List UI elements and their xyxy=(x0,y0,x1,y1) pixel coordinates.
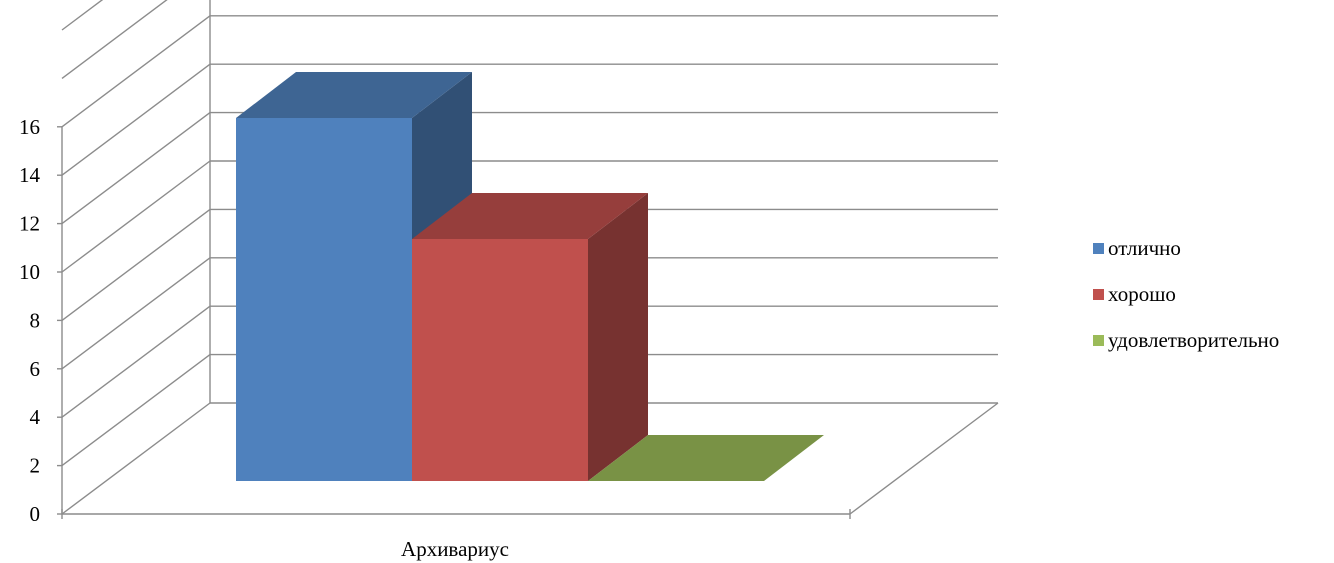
side-gridline xyxy=(61,354,211,467)
floor-right-edge xyxy=(849,402,999,515)
legend-item-udovletvoritelno: удовлетворительно xyxy=(1093,317,1279,363)
y-tick-label: 6 xyxy=(30,357,41,381)
legend-item-khorosho: хорошо xyxy=(1093,271,1279,317)
x-category-label: Архивариус xyxy=(401,537,509,561)
side-gridline xyxy=(61,15,211,128)
side-gridline xyxy=(61,0,104,31)
legend-item-otlichno: отлично xyxy=(1093,225,1279,271)
y-tick-label: 4 xyxy=(30,405,41,429)
chart-walls xyxy=(61,0,211,514)
bar-front-face xyxy=(412,239,588,481)
legend-swatch xyxy=(1093,288,1104,300)
legend-label: хорошо xyxy=(1108,281,1176,306)
y-tick-label: 0 xyxy=(30,502,41,526)
side-gridline xyxy=(61,63,211,176)
bar-front-face xyxy=(236,118,412,481)
side-gridline xyxy=(61,257,211,370)
bar-top-face xyxy=(412,193,648,239)
side-gridline xyxy=(61,0,168,79)
side-gridline xyxy=(61,112,211,225)
bar-top-face xyxy=(236,72,472,118)
legend-label: удовлетворительно xyxy=(1108,327,1280,352)
bar-3 xyxy=(588,435,824,481)
side-gridline xyxy=(61,402,211,515)
legend: отлично хорошо удовлетворительно xyxy=(1093,225,1279,363)
side-gridline xyxy=(61,208,211,321)
y-tick-label: 14 xyxy=(19,163,41,187)
axes xyxy=(57,126,999,519)
y-tick-labels: 0 2 4 6 8 10 12 14 16 xyxy=(19,115,41,526)
y-tick-label: 2 xyxy=(30,454,41,478)
legend-label: отлично xyxy=(1108,235,1181,260)
legend-swatch xyxy=(1093,242,1104,254)
y-tick-label: 8 xyxy=(30,308,41,332)
legend-swatch xyxy=(1093,334,1104,346)
bar-side-face xyxy=(588,193,648,481)
side-gridline xyxy=(61,160,211,273)
y-tick-label: 10 xyxy=(19,260,40,284)
bar-2 xyxy=(412,193,648,481)
x-category-labels: Архивариус xyxy=(401,537,509,561)
bar-top-face xyxy=(588,435,824,481)
side-gridline xyxy=(61,305,211,418)
bars xyxy=(236,72,824,481)
y-tick-label: 16 xyxy=(19,115,40,139)
y-tick-label: 12 xyxy=(19,212,40,236)
